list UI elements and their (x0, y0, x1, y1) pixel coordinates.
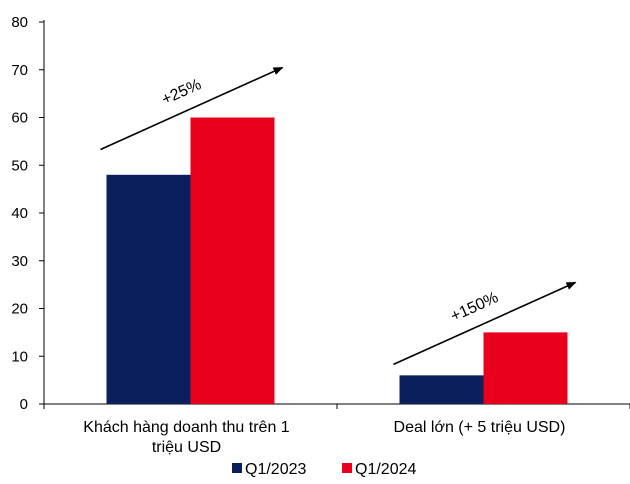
bar-q1-2023-1 (106, 174, 191, 404)
y-tick-label: 30 (11, 253, 28, 270)
y-tick-label: 80 (11, 14, 28, 31)
y-tick-label: 20 (11, 301, 28, 318)
legend-label: Q1/2024 (355, 461, 416, 478)
bar-q1-2024-1 (190, 117, 275, 404)
y-tick-label: 50 (11, 157, 28, 174)
x-category-label: Khách hàng doanh thu trên 1 (83, 419, 289, 436)
x-category-label: triệu USD (152, 439, 221, 456)
legend-swatch (232, 463, 242, 473)
y-tick-label: 10 (11, 348, 28, 365)
bar-q1-2023-2 (399, 375, 484, 404)
legend: Q1/2023 Q1/2024 (232, 461, 416, 478)
x-axis: Khách hàng doanh thu trên 1 triệu USD Deal… (43, 403, 630, 456)
legend-swatch (342, 463, 352, 473)
y-tick-label: 40 (11, 205, 28, 222)
legend-label: Q1/2023 (245, 461, 306, 478)
y-tick-label: 0 (20, 396, 28, 413)
growth-label: +25% (159, 76, 204, 109)
growth-arrow (393, 281, 577, 366)
y-tick-label: 60 (11, 110, 28, 127)
bars (106, 117, 568, 404)
x-category-label: Deal lớn (+ 5 triệu USD) (394, 419, 566, 436)
y-tick-label: 70 (11, 62, 28, 79)
bar-q1-2024-2 (483, 332, 568, 404)
y-axis: 0 10 20 30 40 50 60 70 80 (11, 14, 45, 413)
growth-arrow (100, 66, 284, 151)
